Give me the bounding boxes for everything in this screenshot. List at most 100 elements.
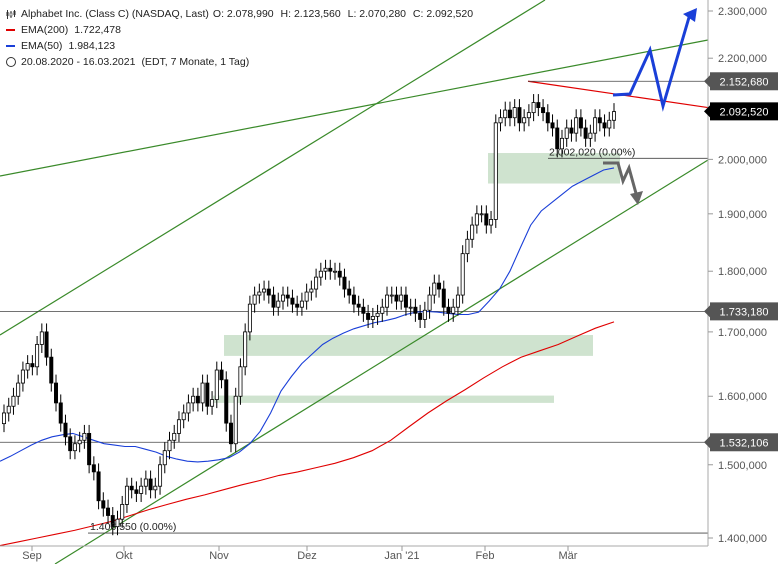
- candlesticks: [2, 94, 617, 536]
- legend-ema200-row: EMA(200) 1.722,478: [6, 22, 473, 38]
- trendline: [54, 159, 709, 564]
- candle-body: [247, 303, 252, 333]
- legend-open: O: 2.078,990: [212, 8, 274, 20]
- candle-body: [489, 219, 494, 226]
- candle-body: [328, 267, 333, 272]
- candle-body: [385, 294, 390, 308]
- candle-body: [243, 331, 248, 368]
- ema50-swatch: [6, 45, 15, 47]
- x-tick-label: Mär: [559, 550, 578, 562]
- candle-body: [318, 270, 323, 278]
- price-marker-box: [710, 102, 778, 121]
- support-zones: [213, 153, 620, 403]
- candle-body: [564, 127, 569, 139]
- candle-body: [290, 297, 295, 305]
- candle-body: [172, 432, 177, 441]
- candle-body: [35, 344, 40, 368]
- price-marker-pointer: [704, 305, 710, 318]
- candle-body: [16, 382, 21, 397]
- candle-body: [446, 306, 451, 314]
- x-axis: Sep Okt Nov Dez Jan '21 Feb Mär: [22, 546, 578, 562]
- candle-body: [612, 111, 617, 121]
- candle-body: [503, 109, 508, 119]
- candle-body: [531, 102, 536, 114]
- forecast-arrows: [603, 8, 697, 205]
- legend-ema50-value: 1.984,123: [68, 40, 116, 52]
- candle-body: [262, 288, 267, 293]
- price-marker-box: [710, 302, 778, 321]
- candle-body: [101, 500, 106, 509]
- price-marker-box: [710, 433, 778, 452]
- support-zone: [213, 395, 554, 403]
- legend-period-note: (EDT, 7 Monate, 1 Tag): [141, 56, 250, 68]
- candle-body: [578, 117, 583, 129]
- candle-body: [484, 213, 489, 226]
- ema200-line: [0, 321, 615, 547]
- price-marker-label: 1.733,180: [720, 306, 769, 318]
- candle-body: [271, 294, 276, 308]
- candle-body: [333, 270, 338, 273]
- price-annotation: 1.406,550 (0.00%): [90, 521, 176, 533]
- candle-body: [375, 312, 380, 317]
- candle-body: [314, 276, 319, 290]
- candle-body: [96, 471, 101, 502]
- candle-body: [479, 213, 484, 216]
- candle-body: [49, 356, 54, 384]
- candle-body: [30, 363, 35, 368]
- candle-body: [413, 306, 418, 314]
- candle-body: [63, 422, 68, 438]
- candle-body: [545, 112, 550, 124]
- candle-body: [186, 402, 191, 414]
- candle-body: [574, 117, 579, 134]
- candle-body: [82, 432, 87, 441]
- candle-body: [44, 331, 49, 358]
- candle-body: [522, 117, 527, 124]
- candle-body: [54, 382, 59, 404]
- y-tick-label: 1.500,000: [718, 460, 767, 472]
- candle-body: [285, 294, 290, 299]
- legend-symbol-row: Alphabet Inc. (Class C) (NASDAQ, Last) O…: [6, 6, 473, 22]
- y-axis: 2.300,0002.200,0002.100,0002.000,0001.90…: [708, 6, 767, 545]
- candle-body: [607, 119, 612, 129]
- candle-body: [361, 306, 366, 314]
- legend-high: H: 2.123,560: [280, 8, 341, 20]
- candle-body: [39, 331, 44, 345]
- candle-body: [224, 379, 229, 424]
- candle-body: [219, 369, 224, 381]
- candle-body: [507, 109, 512, 119]
- candle-body: [20, 369, 25, 384]
- legend-low: L: 2.070,280: [347, 8, 406, 20]
- candle-body: [541, 107, 546, 114]
- candle-body: [342, 276, 347, 290]
- ema200-path: [0, 321, 615, 547]
- candle-body: [191, 395, 196, 404]
- price-marker-pointer: [704, 75, 710, 88]
- candle-body: [115, 518, 120, 528]
- candle-body: [583, 127, 588, 139]
- y-tick-label: 1.700,000: [718, 327, 767, 339]
- candle-body: [399, 294, 404, 302]
- candle-body: [512, 107, 517, 119]
- candle-body: [418, 312, 423, 320]
- candle-body: [205, 382, 210, 407]
- x-tick-label: Sep: [22, 550, 42, 562]
- x-tick-label: Nov: [209, 550, 229, 562]
- candle-body: [597, 117, 602, 124]
- ema50-path: [0, 167, 615, 463]
- legend-ema200-label: EMA(200): [21, 24, 69, 36]
- candle-body: [460, 253, 465, 296]
- candle-body: [347, 288, 352, 296]
- candle-body: [153, 485, 158, 491]
- candle-body: [550, 122, 555, 129]
- candlestick-icon: [6, 9, 16, 19]
- candle-body: [276, 300, 281, 308]
- price-marker-pointer: [704, 436, 710, 449]
- candle-body: [380, 306, 385, 314]
- candle-body: [389, 294, 394, 297]
- ema200-swatch: [6, 29, 15, 31]
- candle-body: [167, 439, 172, 452]
- candle-body: [559, 137, 564, 150]
- candle-body: [437, 282, 442, 290]
- candle-body: [58, 402, 63, 424]
